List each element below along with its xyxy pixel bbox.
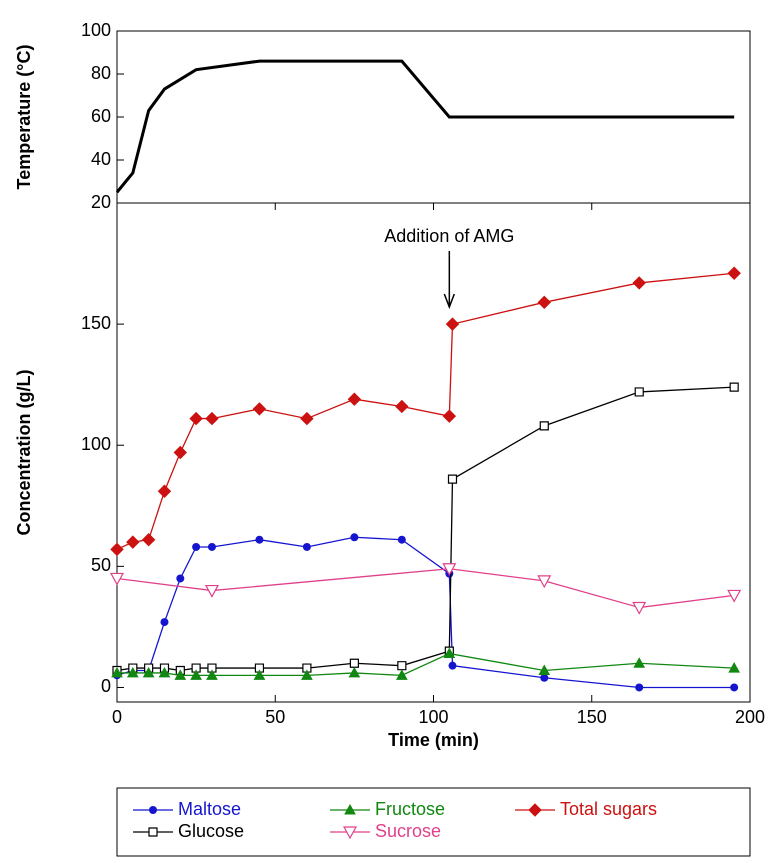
y-tick-label: 20 <box>91 192 111 212</box>
marker <box>634 387 644 397</box>
x-tick-label: 50 <box>265 707 285 727</box>
marker <box>729 382 739 392</box>
marker <box>173 445 188 460</box>
marker <box>442 563 457 577</box>
marker <box>301 669 313 680</box>
marker <box>727 266 741 280</box>
marker <box>252 402 267 416</box>
marker <box>632 276 646 290</box>
marker <box>537 575 552 589</box>
legend-label: Total sugars <box>560 799 657 819</box>
marker <box>528 803 542 817</box>
marker <box>176 574 185 583</box>
marker <box>207 663 217 673</box>
marker <box>149 806 157 814</box>
marker <box>111 666 123 678</box>
marker <box>126 666 139 678</box>
marker <box>110 542 124 557</box>
y-tick-label: 50 <box>91 555 111 575</box>
marker <box>126 535 140 549</box>
marker <box>448 661 457 670</box>
marker <box>633 657 646 668</box>
marker <box>148 827 158 837</box>
legend-label: Maltose <box>178 799 241 819</box>
marker <box>348 666 361 678</box>
marker <box>207 542 216 551</box>
x-tick-label: 0 <box>112 707 122 727</box>
marker <box>205 411 219 426</box>
legend-box <box>116 787 751 857</box>
x-tick-label: 150 <box>577 707 607 727</box>
marker <box>255 535 264 544</box>
marker <box>190 669 202 680</box>
legend-label: Glucose <box>178 821 244 841</box>
marker <box>632 601 647 615</box>
y-axis-label: Temperature (°C) <box>14 45 34 190</box>
annotation-arrowhead <box>443 293 456 310</box>
y-tick-label: 40 <box>91 149 111 169</box>
marker <box>302 663 312 673</box>
marker <box>174 669 187 680</box>
marker <box>157 484 172 498</box>
marker <box>349 658 359 668</box>
y-axis-label: Concentration (g/L) <box>14 370 34 536</box>
marker <box>397 535 406 544</box>
marker <box>447 474 458 484</box>
marker <box>350 533 359 542</box>
marker <box>538 664 551 676</box>
marker <box>191 663 201 673</box>
marker <box>445 317 460 331</box>
series-line <box>115 59 735 194</box>
marker <box>443 647 456 659</box>
legend-label: Sucrose <box>375 821 441 841</box>
y-tick-label: 80 <box>91 63 111 83</box>
marker <box>540 673 549 682</box>
marker <box>300 411 314 426</box>
series-line <box>116 568 735 609</box>
marker <box>347 392 362 406</box>
series-line <box>116 272 735 550</box>
marker <box>189 411 203 426</box>
marker <box>254 663 265 673</box>
marker <box>728 662 741 673</box>
marker <box>158 666 171 678</box>
marker <box>396 669 408 680</box>
annotation: Addition of AMG <box>384 226 514 246</box>
marker <box>109 572 125 586</box>
marker <box>537 295 551 310</box>
marker <box>344 803 356 815</box>
marker <box>142 666 155 678</box>
marker <box>730 683 739 692</box>
x-tick-label: 200 <box>735 707 765 727</box>
marker <box>342 826 358 840</box>
y-tick-label: 150 <box>81 313 111 333</box>
marker <box>253 669 266 680</box>
marker <box>539 421 549 431</box>
marker <box>160 618 169 627</box>
y-tick-label: 0 <box>101 676 111 696</box>
marker <box>635 683 644 692</box>
marker <box>206 669 218 680</box>
marker <box>192 542 201 551</box>
marker <box>727 589 742 603</box>
y-tick-label: 100 <box>81 434 111 454</box>
marker <box>397 661 407 671</box>
y-tick-label: 100 <box>81 20 111 40</box>
marker <box>442 409 457 423</box>
legend-label: Fructose <box>375 799 445 819</box>
x-tick-label: 100 <box>418 707 448 727</box>
series-line <box>116 386 735 672</box>
x-axis-label: Time (min) <box>388 730 479 750</box>
y-tick-label: 60 <box>91 106 111 126</box>
series-line <box>116 536 735 689</box>
marker <box>141 532 156 547</box>
marker <box>204 584 219 598</box>
marker <box>302 542 311 551</box>
marker <box>395 399 409 414</box>
bottom-frame <box>116 202 751 703</box>
